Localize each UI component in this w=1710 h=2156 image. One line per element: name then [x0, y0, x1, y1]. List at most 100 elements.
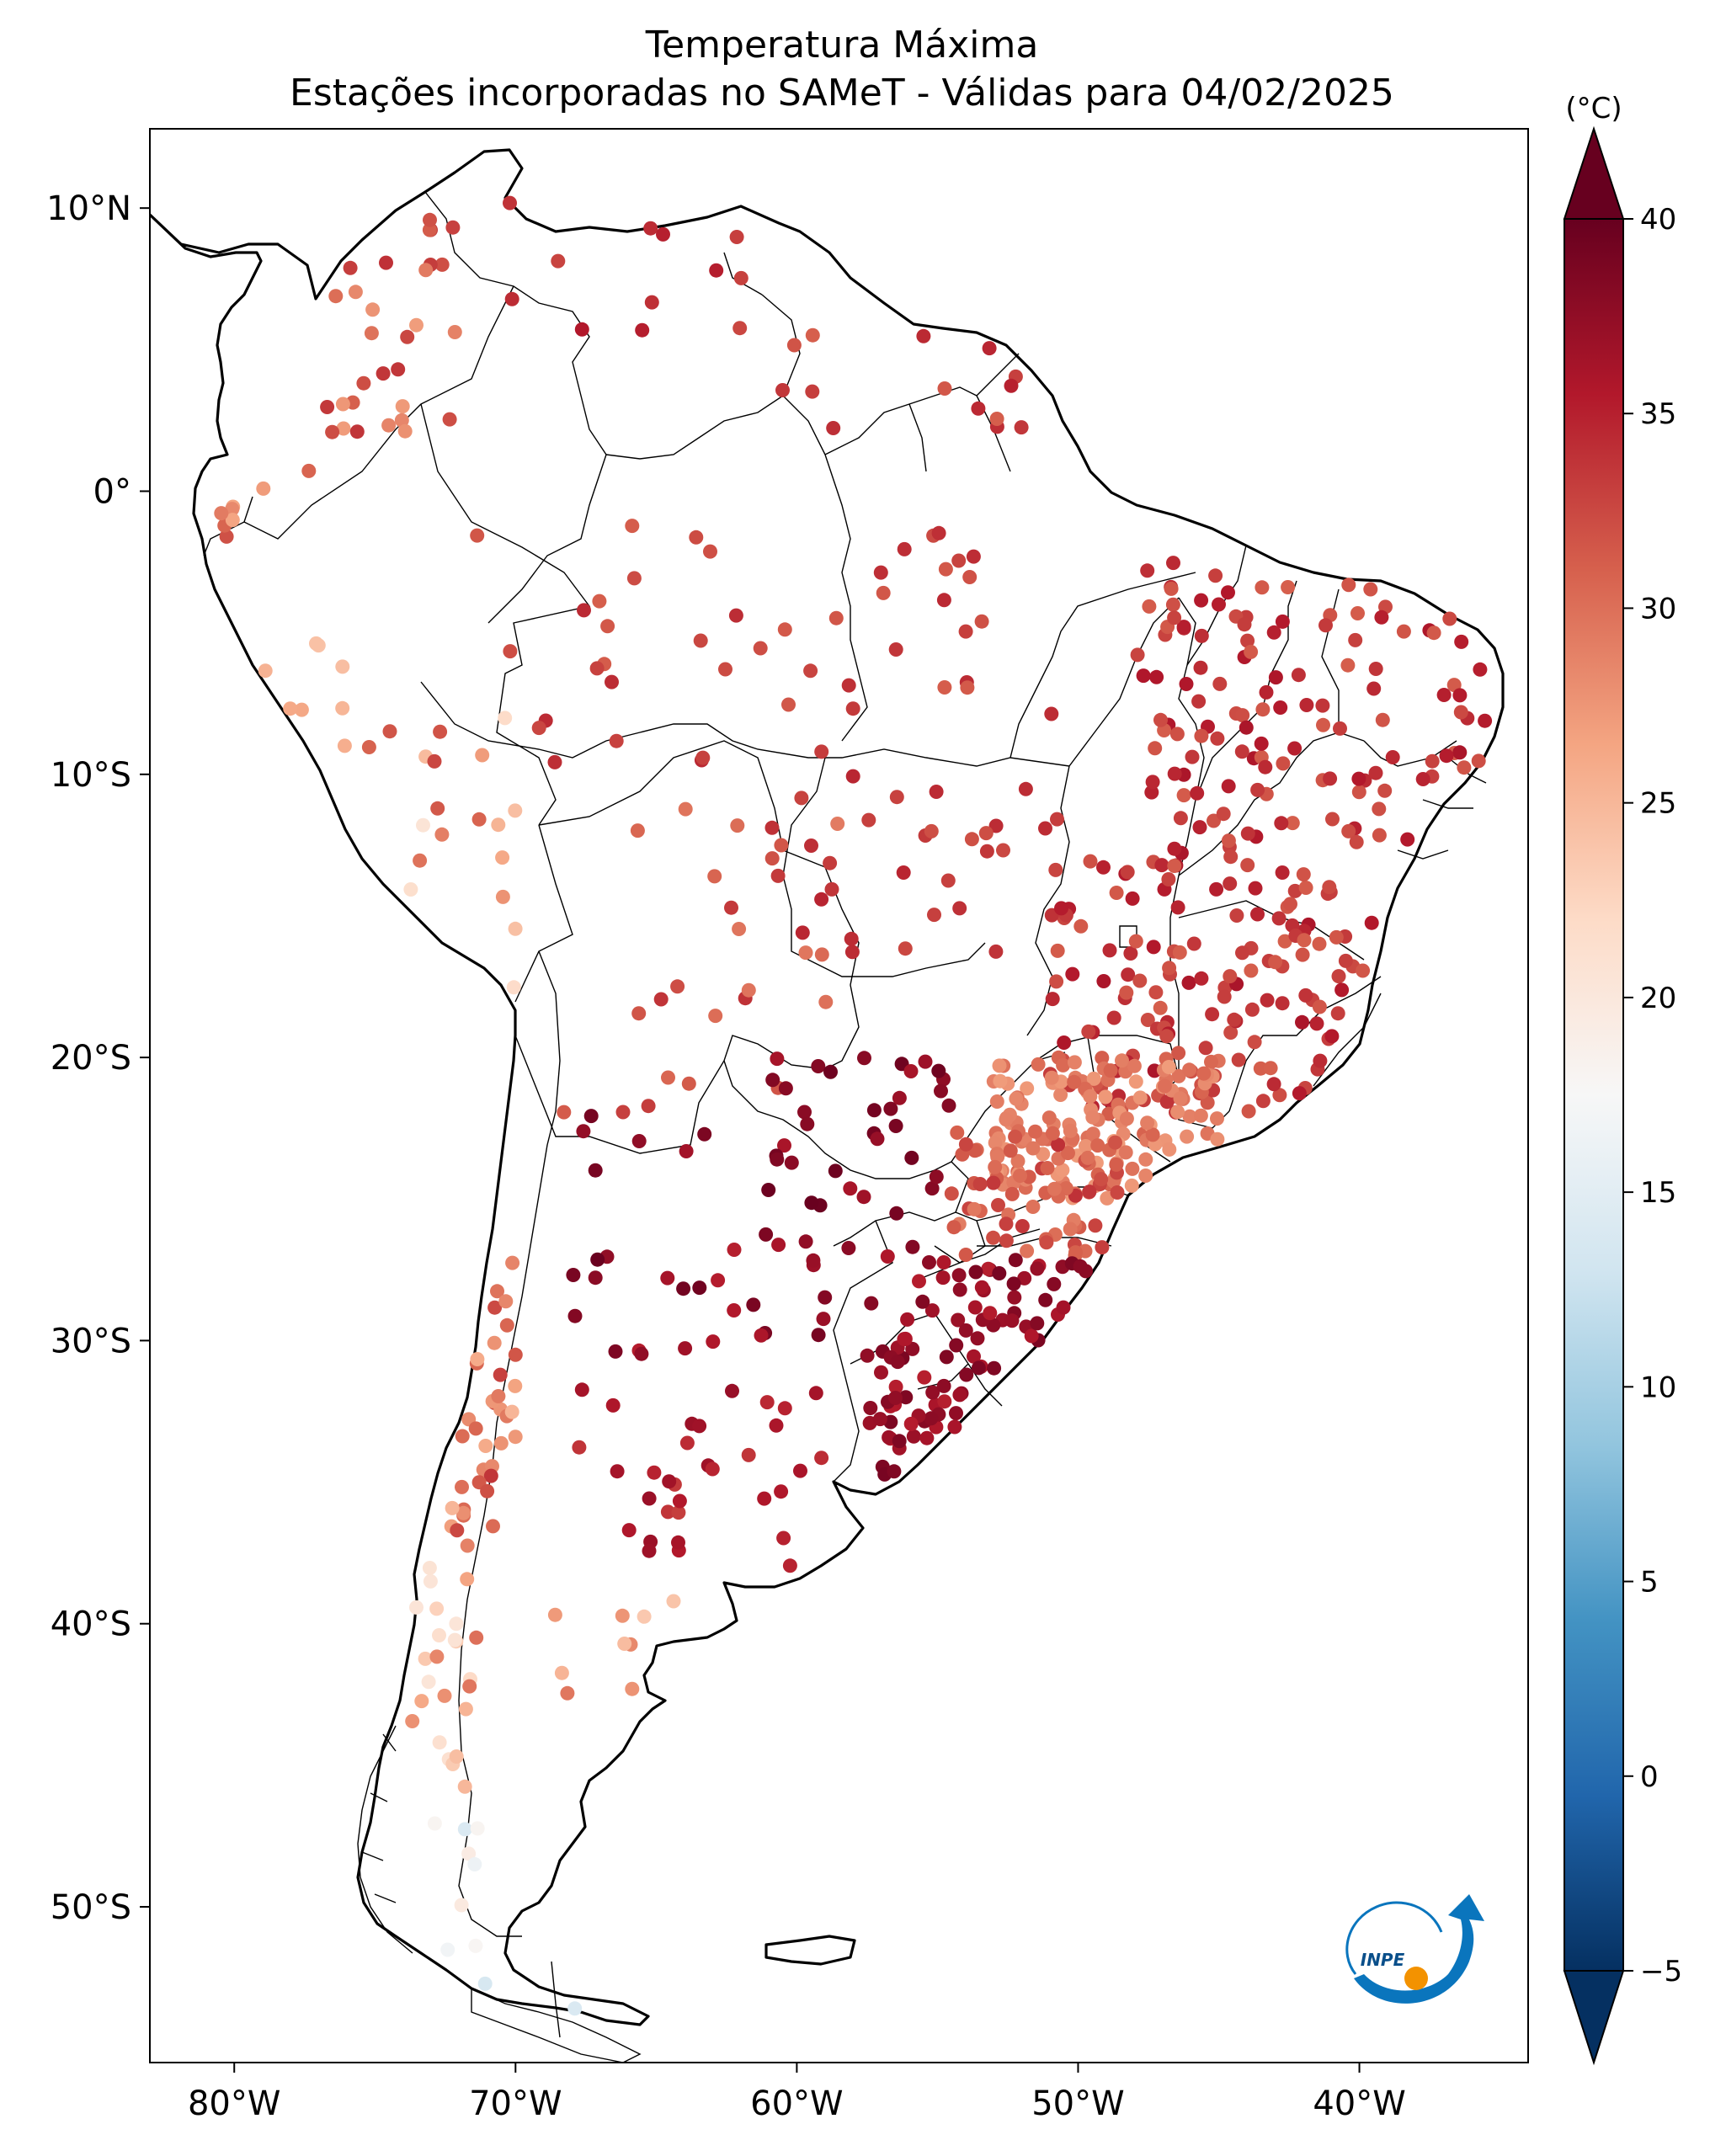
station-marker	[493, 1435, 509, 1451]
station-marker	[666, 1594, 681, 1609]
x-tick-label: 50°W	[1031, 2084, 1124, 2123]
station-marker	[903, 1064, 919, 1078]
station-marker	[1085, 1126, 1100, 1142]
station-marker	[1004, 378, 1019, 393]
station-marker	[335, 700, 350, 716]
station-marker	[1050, 812, 1064, 827]
station-marker	[1349, 834, 1364, 849]
station-marker	[1142, 599, 1157, 614]
station-marker	[781, 697, 796, 712]
station-marker	[1015, 1219, 1030, 1233]
station-marker	[1119, 985, 1134, 1000]
station-marker	[937, 1394, 952, 1409]
station-marker	[1041, 1110, 1057, 1126]
station-marker	[1244, 963, 1259, 978]
station-marker	[797, 1105, 812, 1120]
station-marker	[944, 1186, 959, 1201]
station-marker	[1103, 1063, 1118, 1078]
station-marker	[1268, 955, 1283, 970]
station-marker	[219, 529, 234, 544]
station-marker	[971, 1360, 986, 1376]
station-marker	[1154, 858, 1169, 873]
station-marker	[1277, 934, 1292, 949]
station-marker	[1212, 676, 1228, 691]
station-marker	[1374, 610, 1389, 625]
inpe-logo: INPE	[1345, 1894, 1484, 2004]
station-marker	[900, 1312, 915, 1327]
station-marker	[1258, 759, 1273, 775]
station-marker	[1221, 779, 1236, 794]
station-marker	[662, 1474, 677, 1489]
station-marker	[566, 1268, 581, 1282]
station-marker	[697, 1126, 712, 1142]
station-marker	[1132, 973, 1148, 988]
station-marker	[845, 701, 860, 716]
station-marker	[1255, 1094, 1271, 1109]
station-marker	[1329, 929, 1344, 945]
station-marker	[1323, 771, 1338, 786]
station-marker	[1127, 1058, 1142, 1073]
station-marker	[1088, 1218, 1103, 1233]
station-marker	[1145, 775, 1160, 790]
station-marker	[1198, 1041, 1213, 1056]
station-marker	[1018, 781, 1033, 796]
station-marker	[1067, 1055, 1082, 1070]
x-tick-label: 80°W	[188, 2084, 280, 2123]
station-marker	[872, 1412, 887, 1427]
station-marker	[1192, 820, 1207, 835]
station-marker	[361, 740, 376, 754]
colorbar-tick-label: −5	[1640, 1955, 1682, 1988]
station-marker	[890, 1355, 905, 1370]
station-marker	[1182, 1062, 1197, 1078]
colorbar: (°C) −5 0 5 10 15 20 25 30 35 40	[1563, 92, 1682, 2066]
station-marker	[671, 1505, 686, 1520]
station-marker	[1240, 826, 1255, 841]
station-marker	[1056, 1057, 1071, 1073]
station-marker	[935, 1270, 951, 1286]
station-marker	[1086, 1071, 1101, 1086]
station-marker	[483, 1468, 498, 1483]
station-marker	[416, 817, 430, 833]
x-tick-label: 70°W	[469, 2084, 562, 2123]
station-marker	[936, 1255, 951, 1270]
station-marker	[1132, 1090, 1148, 1105]
station-marker	[1013, 1168, 1027, 1183]
station-marker	[1050, 943, 1065, 958]
station-marker	[600, 619, 615, 634]
station-marker	[1140, 1013, 1155, 1027]
station-marker	[557, 1105, 572, 1120]
station-marker	[1047, 1276, 1062, 1291]
station-marker	[1316, 717, 1330, 732]
station-marker	[897, 1332, 912, 1347]
station-marker	[475, 748, 490, 763]
station-marker	[503, 195, 517, 210]
station-marker	[644, 295, 659, 310]
station-marker	[1200, 1095, 1215, 1110]
station-marker	[642, 1491, 657, 1506]
station-marker	[1055, 1163, 1070, 1178]
station-marker	[1095, 1051, 1110, 1066]
station-marker	[934, 1083, 948, 1099]
colorbar-bottom-extension	[1563, 1970, 1625, 2066]
station-marker	[508, 1429, 523, 1445]
station-marker	[896, 865, 911, 880]
station-marker	[1338, 953, 1353, 968]
station-marker	[982, 341, 997, 356]
station-marker	[449, 1749, 464, 1764]
station-marker	[376, 366, 391, 381]
station-marker	[423, 1573, 438, 1589]
colorbar-tick-label: 30	[1640, 592, 1676, 626]
station-marker	[1096, 860, 1111, 875]
y-tick-label: 20°S	[51, 1039, 131, 1078]
station-marker	[671, 1535, 685, 1550]
station-marker	[708, 1009, 723, 1024]
station-marker	[429, 1649, 445, 1664]
station-marker	[1241, 1104, 1256, 1119]
station-marker	[1295, 947, 1310, 962]
station-marker	[1204, 1054, 1218, 1069]
station-marker	[423, 212, 437, 227]
station-marker	[647, 1465, 662, 1480]
station-marker	[1237, 617, 1252, 632]
station-marker	[391, 362, 406, 377]
station-marker	[693, 633, 708, 648]
